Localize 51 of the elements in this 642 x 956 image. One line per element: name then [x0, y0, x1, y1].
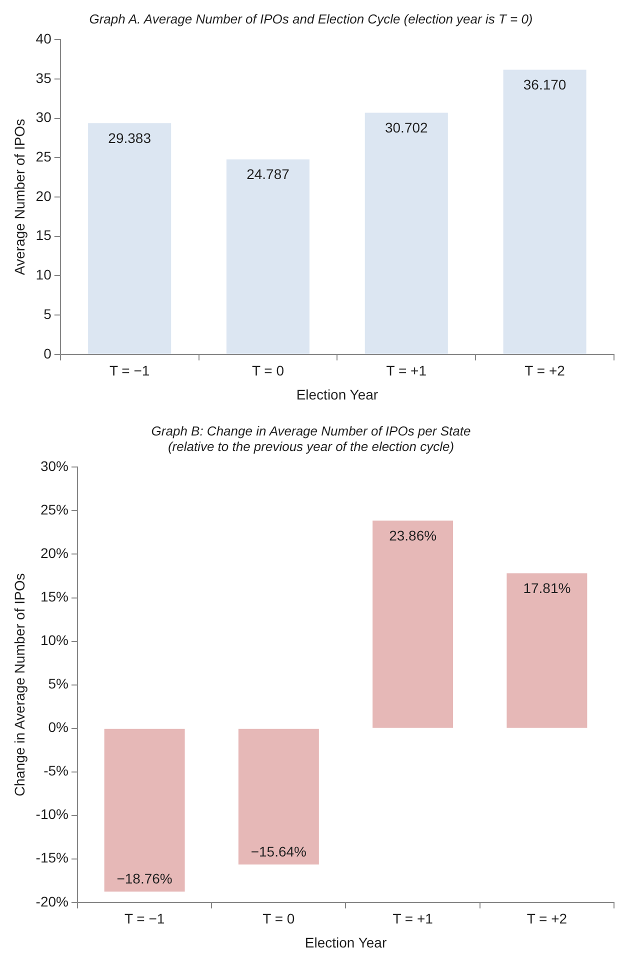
- bar: [503, 70, 586, 354]
- y-tick-label: -5%: [44, 762, 68, 779]
- y-tick-label: 20: [36, 188, 52, 204]
- y-tick-label: 25: [36, 148, 52, 165]
- y-tick-label: 25%: [40, 502, 68, 518]
- bar: [88, 123, 172, 354]
- data-label: 29.383: [108, 130, 152, 146]
- bar: [226, 159, 310, 354]
- chart-title: Graph A. Average Number of IPOs and Election Cycle (election year is T = 0): [89, 11, 533, 26]
- data-label: 36.170: [523, 76, 566, 93]
- chart-subtitle: (relative to the previous year of the election cycle): [168, 439, 454, 454]
- y-tick-label: 5: [44, 306, 52, 322]
- data-label: 30.702: [384, 120, 428, 136]
- bar: [364, 112, 448, 354]
- x-axis-title: Election Year: [296, 386, 378, 402]
- chart-title: Graph B: Change in Average Number of IPOs per State: [151, 423, 471, 438]
- x-tick-label: T = 0: [262, 910, 295, 927]
- y-tick-label: -10%: [36, 806, 68, 822]
- data-label: −15.64%: [250, 843, 307, 860]
- y-tick-label: 0: [44, 345, 52, 362]
- x-tick-label: T = −1: [124, 910, 165, 927]
- y-tick-label: 15: [36, 227, 52, 244]
- bar: [506, 573, 588, 728]
- x-tick-label: T = +2: [524, 362, 566, 379]
- y-tick-label: 0%: [48, 719, 68, 736]
- x-tick-label: T = −1: [109, 362, 150, 379]
- y-tick-label: -15%: [36, 850, 68, 866]
- x-tick-label: T = +1: [392, 910, 434, 927]
- x-axis-title: Election Year: [304, 934, 387, 950]
- data-label: 23.86%: [389, 528, 437, 544]
- data-label: −18.76%: [116, 870, 172, 886]
- y-tick-label: 5%: [48, 676, 68, 692]
- y-tick-label: 10: [36, 266, 52, 283]
- x-tick-label: T = +1: [386, 362, 427, 379]
- y-tick-label: -20%: [36, 893, 68, 910]
- bar: [238, 728, 319, 864]
- bar: [372, 520, 454, 728]
- y-tick-label: 35: [36, 70, 52, 86]
- y-tick-label: 10%: [40, 632, 68, 648]
- x-tick-label: T = +2: [526, 910, 568, 927]
- data-label: 17.81%: [523, 580, 571, 596]
- y-tick-label: 30: [36, 109, 52, 126]
- data-label: 24.787: [246, 166, 290, 182]
- y-tick-label: 15%: [40, 588, 68, 605]
- y-axis-title: Change in Average Number of IPOs: [11, 573, 28, 796]
- y-tick-label: 40: [36, 30, 52, 46]
- y-tick-label: 20%: [40, 545, 68, 562]
- y-tick-label: 30%: [40, 458, 68, 474]
- y-axis-title: Average Number of IPOs: [11, 118, 28, 276]
- x-tick-label: T = 0: [252, 362, 284, 379]
- bar: [104, 728, 185, 892]
